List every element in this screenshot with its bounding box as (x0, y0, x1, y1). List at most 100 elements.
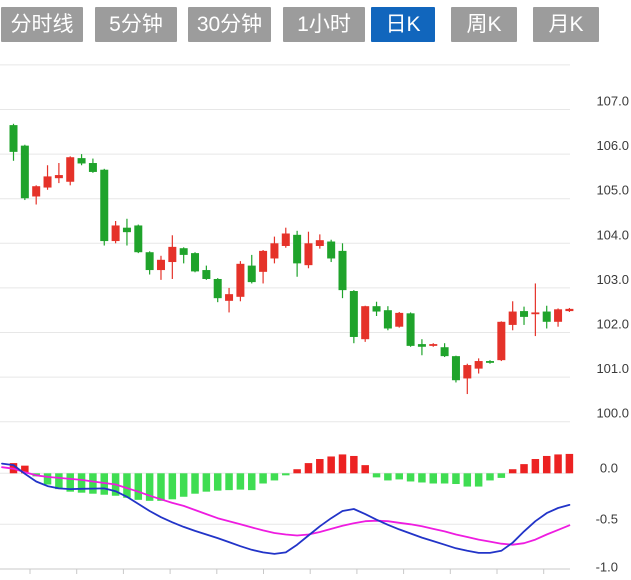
candle[interactable] (463, 365, 472, 379)
candle[interactable] (213, 278, 222, 299)
candle[interactable] (327, 241, 336, 259)
macd-bar (225, 473, 233, 491)
macd-bar (395, 473, 403, 480)
candle[interactable] (372, 306, 381, 312)
macd-bar (338, 454, 347, 474)
indicator-axis-label: -1.0 (596, 559, 618, 574)
price-gridlines (0, 64, 570, 423)
macd-bar (316, 459, 324, 474)
candle[interactable] (338, 250, 347, 291)
candle[interactable] (66, 157, 75, 182)
candle[interactable] (20, 145, 29, 199)
macd-bar (100, 473, 109, 495)
macd-bar (497, 473, 506, 478)
candle[interactable] (554, 309, 563, 322)
candle[interactable] (520, 311, 529, 317)
tab-timeline[interactable]: 分时线 (1, 7, 83, 42)
macd-bar (565, 453, 574, 474)
candle[interactable] (145, 252, 154, 271)
candle[interactable] (565, 308, 574, 312)
candle[interactable] (474, 361, 483, 369)
candle[interactable] (429, 344, 438, 346)
candle[interactable] (32, 186, 41, 197)
candle[interactable] (542, 311, 551, 322)
macd-bar (66, 473, 74, 492)
tab-daily-k[interactable]: 日K (371, 7, 435, 42)
candle[interactable] (122, 227, 131, 233)
macd-bar (77, 473, 86, 493)
macd-bar (236, 473, 245, 490)
macd-bar (247, 473, 256, 491)
candle[interactable] (202, 270, 211, 279)
macd-bar (327, 456, 335, 474)
macd-bar (168, 473, 177, 500)
candle[interactable] (100, 169, 109, 242)
price-axis-label: 103.0 (596, 272, 629, 287)
candle[interactable] (156, 259, 165, 271)
macd-bar (486, 473, 494, 481)
period-tabbar: 分时线 5分钟 30分钟 1小时 日K 周K 月K (0, 0, 631, 50)
candle[interactable] (270, 243, 279, 259)
dif-line (1, 462, 571, 555)
macd-bar (463, 473, 472, 487)
macd-bar (145, 473, 154, 501)
macd-bar (474, 473, 483, 487)
candle[interactable] (304, 243, 313, 266)
candle[interactable] (440, 347, 449, 357)
candle[interactable] (247, 265, 256, 283)
x-axis (0, 568, 570, 574)
candle[interactable] (395, 312, 404, 327)
candle[interactable] (451, 356, 460, 381)
candle[interactable] (88, 163, 97, 172)
tab-monthly-k[interactable]: 月K (533, 7, 599, 42)
candle[interactable] (54, 175, 63, 179)
candle[interactable] (497, 321, 506, 361)
macd-bar (520, 464, 528, 474)
candle[interactable] (191, 253, 200, 272)
candle[interactable] (485, 361, 494, 363)
macd-bar (282, 473, 290, 476)
price-axis-label: 105.0 (596, 183, 629, 198)
candle[interactable] (531, 312, 540, 315)
tab-1hour[interactable]: 1小时 (283, 7, 365, 42)
macd-bar (418, 473, 426, 483)
macd-bar (429, 473, 438, 484)
candle[interactable] (417, 344, 426, 347)
macd-bar (213, 473, 222, 491)
candle[interactable] (134, 225, 143, 253)
candle[interactable] (43, 176, 52, 188)
macd-bar (531, 459, 540, 474)
macd-bar (293, 469, 301, 474)
tab-5min[interactable]: 5分钟 (95, 7, 177, 42)
candle[interactable] (111, 225, 120, 242)
tab-30min[interactable]: 30分钟 (188, 7, 271, 42)
candle[interactable] (168, 246, 177, 263)
candle[interactable] (259, 250, 268, 272)
macd-bar (304, 463, 313, 474)
macd-bar (55, 473, 63, 490)
dea-line (1, 466, 571, 546)
macd-bar (452, 473, 460, 485)
candle[interactable] (293, 234, 302, 264)
candle[interactable] (9, 125, 18, 152)
tab-weekly-k[interactable]: 周K (451, 7, 517, 42)
candle[interactable] (315, 240, 324, 246)
macd-bar (440, 473, 449, 484)
candle[interactable] (406, 313, 415, 346)
macd-bar (508, 469, 517, 474)
candle[interactable] (349, 291, 358, 337)
candle[interactable] (383, 310, 392, 329)
candle[interactable] (508, 311, 517, 325)
candle[interactable] (236, 263, 245, 297)
candle[interactable] (179, 248, 188, 255)
candle[interactable] (77, 158, 86, 164)
price-axis-label: 101.0 (596, 361, 629, 376)
macd-bar (89, 473, 97, 494)
candle[interactable] (225, 294, 234, 301)
candle[interactable] (361, 306, 370, 340)
macd-bar (554, 454, 562, 474)
candle[interactable] (281, 233, 290, 246)
macd-bar (259, 473, 267, 484)
